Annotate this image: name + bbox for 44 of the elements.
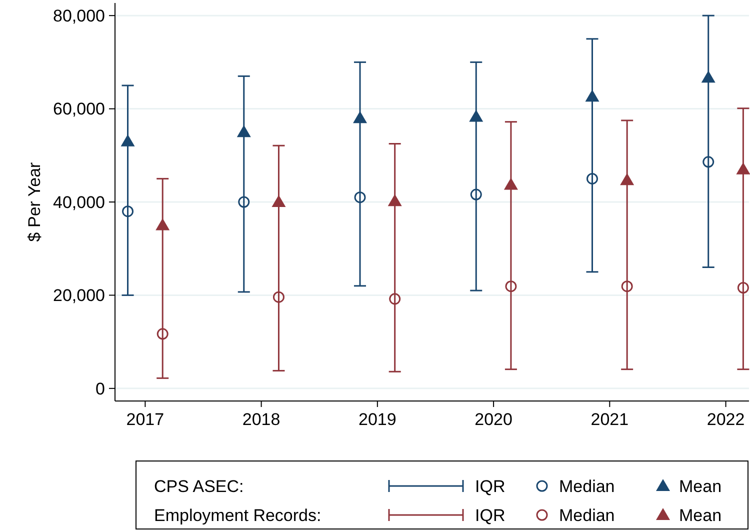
point (156, 328, 168, 340)
x-tick-label: 2021 (590, 410, 629, 429)
y-tick-label: 40,000 (53, 192, 105, 212)
point (272, 195, 286, 207)
legend-label: Median (559, 506, 615, 525)
point (354, 192, 366, 204)
y-tick-label: 0 (96, 379, 105, 398)
point (272, 291, 284, 303)
point (736, 162, 750, 174)
x-tick-label: 2017 (126, 410, 164, 429)
point (620, 173, 634, 186)
x-tick-label: 2022 (706, 410, 745, 429)
y-axis-title: $ Per Year (25, 162, 44, 242)
text: CPS ASEC: (154, 476, 244, 496)
x-tick-label: 2019 (358, 410, 396, 429)
y-tick-label: 20,000 (53, 286, 105, 306)
legend-label: Mean (679, 476, 722, 496)
point (236, 125, 251, 138)
text: IQR (475, 506, 506, 525)
point (737, 282, 749, 294)
y-tick-label: 80,000 (53, 6, 105, 26)
legend-label: Median (559, 476, 615, 496)
point (122, 206, 134, 218)
text: Employment Records: (154, 506, 322, 525)
point (120, 134, 135, 146)
point (353, 111, 368, 124)
point (586, 172, 598, 184)
point (621, 280, 633, 292)
point (388, 194, 402, 206)
point (389, 293, 401, 305)
point (585, 90, 600, 102)
point (504, 178, 518, 190)
point (469, 110, 484, 122)
point (702, 156, 714, 168)
y-tick-label: 60,000 (53, 100, 105, 119)
point (238, 196, 250, 208)
legend-label: Mean (679, 506, 722, 525)
point (505, 280, 517, 292)
point (156, 218, 170, 230)
point (470, 188, 482, 200)
text: IQR (475, 476, 506, 496)
point (701, 70, 716, 83)
x-tick-label: 2018 (242, 410, 280, 429)
x-tick-label: 2020 (474, 410, 512, 429)
